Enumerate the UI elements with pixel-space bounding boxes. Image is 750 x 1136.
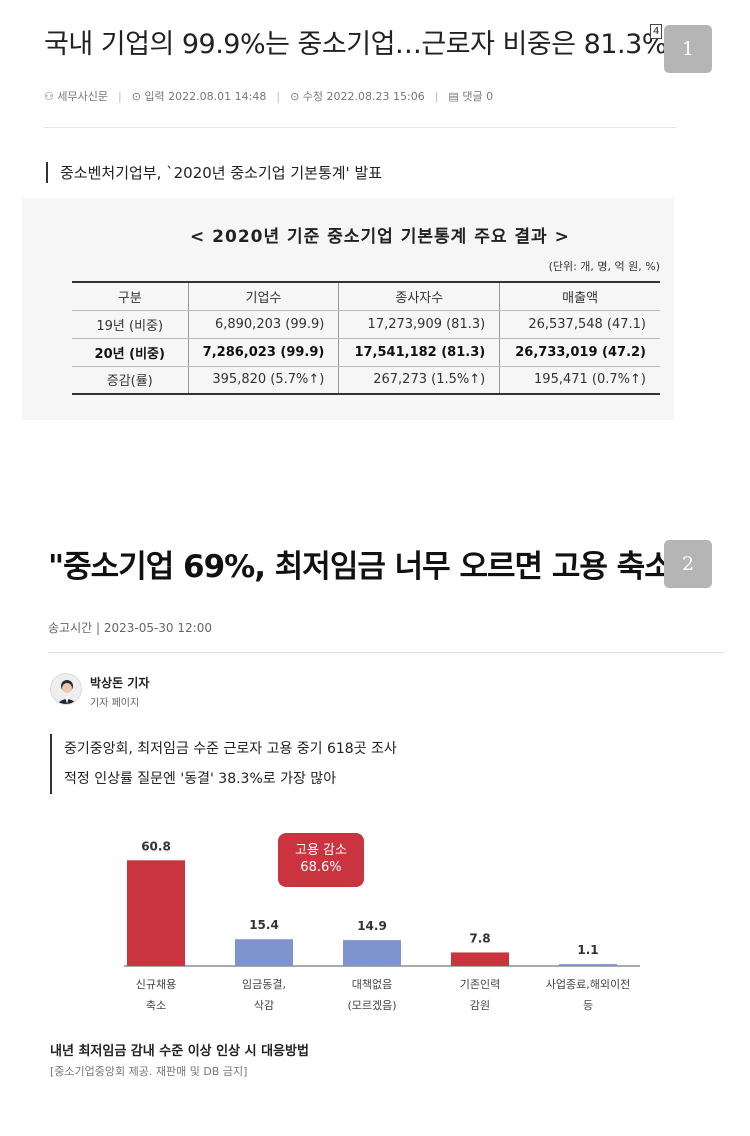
chart-bar — [343, 940, 401, 966]
article1-subtitle: 중소벤처기업부, `2020년 중소기업 기본통계' 발표 — [46, 162, 382, 183]
table-cell: 6,890,203 (99.9) — [187, 310, 340, 339]
table-header: 기업수 — [187, 281, 340, 311]
chart-bar — [559, 964, 617, 966]
table-header: 매출액 — [499, 281, 660, 311]
chart-caption: 내년 최저임금 감내 수준 이상 인상 시 대응방법 — [50, 1044, 309, 1059]
table-cell: 195,471 (0.7%↑) — [499, 366, 660, 395]
comments-link[interactable]: ▤ 댓글 0 — [448, 90, 494, 103]
person-icon: ⚇ — [44, 90, 54, 103]
table-header-row: 구분 기업수 종사자수 매출액 — [72, 281, 660, 311]
person-icon — [56, 680, 78, 704]
data-label: 1.1 — [577, 943, 598, 957]
table-cell: 17,273,909 (81.3) — [338, 310, 501, 339]
table-header: 종사자수 — [338, 281, 501, 311]
chart-bar — [235, 939, 293, 966]
row-label: 20년 (비중) — [72, 338, 189, 367]
table-header: 구분 — [72, 281, 189, 311]
category-label: 삭감 — [254, 999, 274, 1012]
summary-line: 중기중앙회, 최저임금 수준 근로자 고용 중기 618곳 조사 — [64, 741, 397, 757]
chart-bar — [451, 952, 509, 966]
statistics-table-image: < 2020년 기준 중소기업 기본통계 주요 결과 > (단위: 개, 명, … — [22, 198, 674, 420]
category-label: (모르겠음) — [347, 999, 396, 1012]
article2-title: "중소기업 69%, 최저임금 너무 오르면 고용 축소" — [48, 549, 688, 585]
divider — [48, 652, 724, 653]
summary-line: 적정 인상률 질문엔 '동결' 38.3%로 가장 많아 — [64, 771, 337, 787]
clock-icon: ⊙ — [290, 90, 300, 103]
reporter-name[interactable]: 박상돈 기자 — [90, 676, 150, 690]
row-label: 증감(률) — [72, 366, 189, 395]
comment-icon: ▤ — [448, 90, 459, 103]
updated-time: ⊙ 수정 2022.08.23 15:06 — [290, 90, 425, 103]
table-row: 증감(률) 395,820 (5.7%↑) 267,273 (1.5%↑) 19… — [72, 366, 660, 395]
table-cell: 26,733,019 (47.2) — [499, 338, 660, 367]
article2-summary: 중기중앙회, 최저임금 수준 근로자 고용 중기 618곳 조사 적정 인상률 … — [50, 734, 397, 794]
page-number-badge: 1 — [664, 25, 712, 73]
article1-meta: ⚇ 세무사신문 | ⊙ 입력 2022.08.01 14:48 | ⊙ 수정 2… — [44, 88, 494, 104]
footnote-marker[interactable]: 4 — [650, 24, 663, 39]
callout-value: 68.6% — [300, 860, 342, 875]
data-label: 14.9 — [357, 919, 387, 933]
reporter-page-link[interactable]: 기자 페이지 — [90, 698, 140, 709]
clock-icon: ⊙ — [131, 90, 141, 103]
author-item: ⚇ 세무사신문 — [44, 88, 108, 104]
table-unit: (단위: 개, 명, 억 원, %) — [548, 260, 660, 273]
chart-source: [중소기업중앙회 제공. 재판매 및 DB 금지] — [50, 1065, 248, 1078]
published-time: ⊙ 입력 2022.08.01 14:48 — [131, 90, 267, 103]
divider — [44, 127, 676, 128]
data-label: 15.4 — [249, 918, 279, 932]
data-label: 7.8 — [469, 931, 490, 945]
table-cell: 395,820 (5.7%↑) — [187, 366, 340, 395]
category-label: 감원 — [470, 999, 490, 1012]
statistics-table: 구분 기업수 종사자수 매출액 19년 (비중) 6,890,203 (99.9… — [72, 281, 660, 395]
category-label: 등 — [583, 999, 593, 1012]
category-label: 신규채용 — [136, 978, 176, 991]
table-title: < 2020년 기준 중소기업 기본통계 주요 결과 > — [190, 227, 570, 247]
category-label: 대책없음 — [352, 978, 392, 991]
table-row: 19년 (비중) 6,890,203 (99.9) 17,273,909 (81… — [72, 310, 660, 339]
table-cell: 267,273 (1.5%↑) — [338, 366, 501, 395]
chart-bar — [127, 860, 185, 966]
callout-label: 고용 감소 — [295, 843, 347, 858]
article2-timestamp: 송고시간 | 2023-05-30 12:00 — [48, 621, 212, 635]
data-label: 60.8 — [141, 839, 171, 853]
category-label: 사업종료,해외이전 — [546, 977, 630, 991]
category-label: 기존인력 — [460, 978, 500, 991]
chart-callout: 고용 감소 68.6% — [278, 833, 364, 887]
table-row: 20년 (비중) 7,286,023 (99.9) 17,541,182 (81… — [72, 338, 660, 367]
category-label: 축소 — [146, 999, 166, 1012]
table-cell: 7,286,023 (99.9) — [187, 338, 340, 367]
author-name: 세무사신문 — [57, 90, 108, 103]
table-cell: 17,541,182 (81.3) — [338, 338, 501, 367]
row-label: 19년 (비중) — [72, 310, 189, 339]
table-cell: 26,537,548 (47.1) — [499, 310, 660, 339]
page-number-badge: 2 — [664, 540, 712, 588]
article1-title: 국내 기업의 99.9%는 중소기업…근로자 비중은 81.3% — [44, 29, 667, 60]
category-label: 임금동결, — [242, 978, 286, 991]
reporter-avatar[interactable] — [50, 673, 82, 705]
